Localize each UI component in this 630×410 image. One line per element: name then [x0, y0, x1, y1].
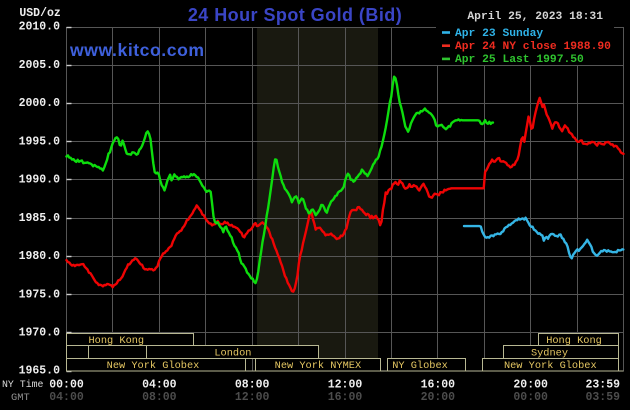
svg-text:12:00: 12:00: [235, 391, 270, 404]
svg-text:www.kitco.com: www.kitco.com: [69, 40, 205, 60]
svg-text:23:59: 23:59: [585, 378, 620, 391]
svg-text:New York Globex: New York Globex: [107, 360, 200, 372]
svg-text:03:59: 03:59: [585, 391, 620, 404]
svg-text:Apr 23 Sunday: Apr 23 Sunday: [455, 28, 543, 40]
svg-text:12:00: 12:00: [328, 378, 363, 391]
svg-text:00:00: 00:00: [49, 378, 84, 391]
svg-text:16:00: 16:00: [421, 378, 456, 391]
svg-text:2000.0: 2000.0: [19, 97, 61, 110]
svg-text:1980.0: 1980.0: [19, 250, 61, 263]
svg-text:NY Time: NY Time: [2, 379, 44, 390]
svg-text:USD/oz: USD/oz: [19, 7, 61, 20]
svg-text:1985.0: 1985.0: [19, 212, 61, 225]
svg-text:GMT: GMT: [11, 392, 30, 404]
svg-text:1990.0: 1990.0: [19, 174, 61, 187]
svg-text:04:00: 04:00: [49, 391, 84, 404]
svg-text:24 Hour Spot Gold (Bid): 24 Hour Spot Gold (Bid): [188, 5, 402, 25]
svg-text:NY Globex: NY Globex: [392, 360, 448, 372]
svg-text:New York NYMEX: New York NYMEX: [275, 360, 362, 372]
svg-text:08:00: 08:00: [235, 378, 270, 391]
svg-text:1965.0: 1965.0: [19, 365, 61, 378]
svg-text:Hong Kong: Hong Kong: [546, 335, 602, 347]
svg-text:00:00: 00:00: [513, 391, 548, 404]
svg-text:1995.0: 1995.0: [19, 135, 61, 148]
svg-text:Apr 24 NY close 1988.90: Apr 24 NY close 1988.90: [455, 41, 611, 53]
svg-text:New York Globex: New York Globex: [504, 360, 597, 372]
svg-text:08:00: 08:00: [142, 391, 177, 404]
svg-text:04:00: 04:00: [142, 378, 177, 391]
svg-text:1970.0: 1970.0: [19, 326, 61, 339]
svg-text:16:00: 16:00: [328, 391, 363, 404]
svg-text:Apr 25 Last 1997.50: Apr 25 Last 1997.50: [455, 54, 584, 66]
svg-text:20:00: 20:00: [513, 378, 548, 391]
svg-text:1975.0: 1975.0: [19, 288, 61, 301]
svg-text:April 25, 2023 18:31: April 25, 2023 18:31: [467, 11, 603, 23]
svg-text:20:00: 20:00: [421, 391, 456, 404]
svg-text:Hong Kong: Hong Kong: [89, 335, 145, 347]
svg-text:2005.0: 2005.0: [19, 59, 61, 72]
svg-text:2010.0: 2010.0: [19, 21, 61, 34]
svg-text:Sydney: Sydney: [531, 347, 568, 359]
svg-text:London: London: [214, 347, 251, 359]
